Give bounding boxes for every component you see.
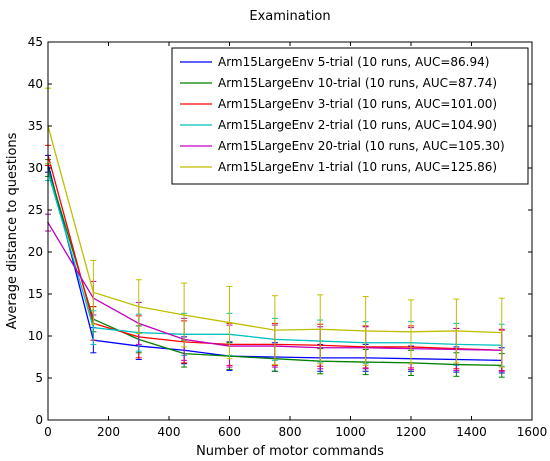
x-tick-label: 600 bbox=[218, 425, 241, 439]
legend-box bbox=[171, 47, 529, 185]
legend-label: Arm15LargeEnv 5-trial (10 runs, AUC=86.9… bbox=[218, 55, 489, 69]
x-tick-label: 1600 bbox=[517, 425, 548, 439]
y-tick-label: 15 bbox=[28, 287, 43, 301]
chart-title: Examination bbox=[249, 9, 330, 24]
y-tick-label: 20 bbox=[28, 245, 43, 259]
x-tick-label: 200 bbox=[97, 425, 120, 439]
x-tick-label: 400 bbox=[158, 425, 181, 439]
y-tick-label: 5 bbox=[35, 371, 43, 385]
y-axis-title: Average distance to questions bbox=[5, 132, 20, 329]
x-tick-label: 800 bbox=[279, 425, 302, 439]
y-tick-label: 10 bbox=[28, 329, 43, 343]
y-tick-label: 30 bbox=[28, 161, 43, 175]
axis-ticks: 0 200 400 600 800 1000 1200 1400 1600 0 5 10 15 20 25 3… bbox=[28, 35, 548, 439]
legend-label: Arm15LargeEnv 3-trial (10 runs, AUC=101.… bbox=[218, 97, 497, 111]
legend-label: Arm15LargeEnv 2-trial (10 runs, AUC=104.… bbox=[218, 118, 497, 132]
y-tick-label: 35 bbox=[28, 119, 43, 133]
legend-label: Arm15LargeEnv 20-trial (10 runs, AUC=105… bbox=[218, 139, 505, 153]
x-tick-label: 1200 bbox=[396, 425, 427, 439]
y-tick-label: 25 bbox=[28, 203, 43, 217]
legend-label: Arm15LargeEnv 1-trial (10 runs, AUC=125.… bbox=[218, 160, 497, 174]
legend: Arm15LargeEnv 5-trial (10 runs, AUC=86.9… bbox=[171, 47, 529, 185]
x-tick-label: 1400 bbox=[456, 425, 487, 439]
x-tick-label: 0 bbox=[44, 425, 52, 439]
x-tick-label: 1000 bbox=[335, 425, 366, 439]
y-tick-label: 45 bbox=[28, 35, 43, 49]
y-tick-label: 40 bbox=[28, 77, 43, 91]
series-5 bbox=[45, 87, 505, 368]
x-axis-title: Number of motor commands bbox=[196, 444, 384, 459]
plot-layer bbox=[45, 87, 505, 378]
legend-label: Arm15LargeEnv 10-trial (10 runs, AUC=87.… bbox=[218, 76, 497, 90]
y-tick-label: 0 bbox=[35, 413, 43, 427]
series-line bbox=[47, 125, 502, 334]
